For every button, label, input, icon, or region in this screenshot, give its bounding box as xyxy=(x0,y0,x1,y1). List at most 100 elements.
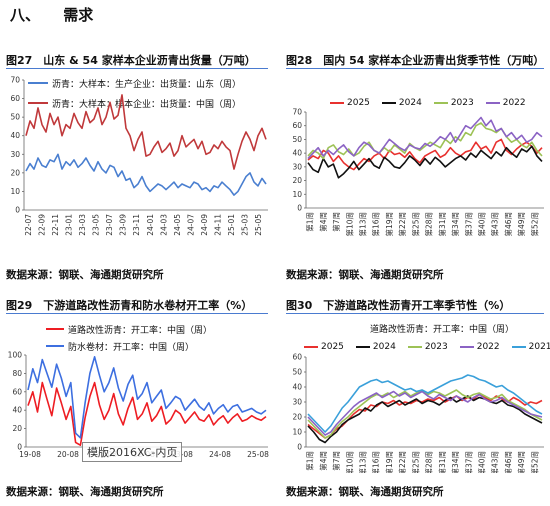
fig30-legend-swatch xyxy=(355,346,370,348)
series-line xyxy=(307,116,543,160)
fig29-legend-item: 道路改性沥青：开工率：中国（周） xyxy=(46,322,212,336)
series-line xyxy=(307,374,543,433)
y-tick-label: 0 xyxy=(297,204,302,213)
fig30-rule xyxy=(286,313,544,314)
x-tick-label: 23-01 xyxy=(64,214,73,236)
fig30-legend-item: 2025 xyxy=(304,342,344,352)
x-tick-label: 22-09 xyxy=(37,214,46,236)
x-tick-label: 第28周 xyxy=(424,451,434,473)
fig29-rule xyxy=(6,313,268,314)
x-tick-label: 第31周 xyxy=(437,212,447,237)
x-tick-label: 第4周 xyxy=(318,451,328,471)
fig30-legend-swatch xyxy=(407,346,422,348)
fig28-legend-label: 2022 xyxy=(502,98,526,108)
y-tick-label: 60 xyxy=(292,353,302,362)
fig29-legend-item: 防水卷材：开工率：中国（周） xyxy=(46,339,212,353)
x-tick-label: 第22周 xyxy=(397,451,407,473)
fig29-legend-swatch xyxy=(46,328,64,330)
x-tick-label: 第49周 xyxy=(516,212,526,237)
x-tick-label: 第7周 xyxy=(331,451,341,471)
fig28-legend-item: 2022 xyxy=(485,98,526,108)
fig28-legend: 2025 2024 2023 2022 xyxy=(330,98,526,108)
fig29-legend-label: 道路改性沥青：开工率：中国（周） xyxy=(68,325,213,336)
y-tick-label: 20 xyxy=(292,413,302,422)
fig29-title: 图29 下游道路改性沥青和防水卷材开工率（%） xyxy=(6,299,253,312)
fig27-legend-swatch xyxy=(28,102,48,104)
y-tick-label: 30 xyxy=(10,150,20,159)
fig30-legend-swatch xyxy=(304,346,318,348)
series-line xyxy=(25,153,267,196)
fig27-legend-label: 沥青：大样本：样本企业：出货量：中国（周） xyxy=(52,99,242,110)
y-tick-label: 0 xyxy=(17,443,22,452)
series-line xyxy=(307,395,543,444)
x-tick-label: 第31周 xyxy=(437,451,447,473)
x-tick-label: 23-09 xyxy=(119,214,128,236)
fig30-legend-label: 2024 xyxy=(372,342,396,352)
x-tick-label: 25-08 xyxy=(247,450,269,459)
fig28-legend-item: 2023 xyxy=(433,98,474,108)
y-tick-label: 100 xyxy=(8,351,23,360)
x-tick-label: 第49周 xyxy=(516,451,526,473)
x-tick-label: 25-05 xyxy=(254,214,263,236)
fig30-legend: 2025 2024 2023 2022 2021 xyxy=(304,342,550,352)
fig30-legend-item: 2022 xyxy=(459,342,500,352)
x-tick-label: 第10周 xyxy=(344,212,354,237)
y-tick-label: 60 xyxy=(292,121,302,130)
fig28-legend-label: 2025 xyxy=(347,98,370,108)
x-tick-label: 第22周 xyxy=(397,212,407,237)
y-tick-label: 0 xyxy=(15,206,20,215)
fig28-legend-label: 2024 xyxy=(398,98,422,108)
fig28-rule xyxy=(286,68,544,69)
y-tick-label: 40 xyxy=(12,406,22,415)
x-tick-label: 第52周 xyxy=(529,212,539,237)
x-tick-label: 23-07 xyxy=(105,214,114,236)
fig27-rule xyxy=(6,68,268,69)
x-tick-label: 24-11 xyxy=(214,214,223,236)
fig27-legend-label: 沥青：大样本：生产企业：出货量：山东（周） xyxy=(52,79,242,90)
fig30-legend-label: 2025 xyxy=(321,342,344,352)
y-tick-label: 50 xyxy=(10,113,20,122)
x-tick-label: 第46周 xyxy=(503,451,513,473)
y-tick-label: 10 xyxy=(292,190,302,199)
x-tick-label: 第40周 xyxy=(477,212,487,237)
series-line xyxy=(307,389,543,439)
fig30-legend-swatch xyxy=(511,346,526,348)
fig28-source: 数据来源：钢联、海通期货研究所 xyxy=(286,269,444,281)
x-tick-label: 第34周 xyxy=(450,212,460,237)
x-tick-label: 23-03 xyxy=(78,214,87,236)
x-tick-label: 第40周 xyxy=(477,451,487,473)
x-tick-label: 24-09 xyxy=(200,214,209,236)
fig28-legend-swatch xyxy=(433,102,448,104)
x-tick-label: 第10周 xyxy=(344,451,354,473)
x-tick-label: 第25周 xyxy=(410,212,420,237)
x-tick-label: 第1周 xyxy=(305,451,315,471)
fig28-chart: 0 10 20 30 40 50 60 70 第1周 第4周 第7周 第10周 第13周 第16周 第19周… xyxy=(292,108,544,237)
y-tick-label: 20 xyxy=(10,168,20,177)
x-tick-label: 24-05 xyxy=(173,214,182,236)
y-tick-label: 30 xyxy=(292,162,302,171)
template-watermark: 模版2016XC-内页 xyxy=(82,442,183,462)
series-line xyxy=(307,145,543,179)
y-tick-label: 70 xyxy=(10,76,20,85)
x-tick-label: 第16周 xyxy=(371,212,381,237)
x-tick-label: 第25周 xyxy=(410,451,420,473)
x-tick-label: 第28周 xyxy=(424,212,434,237)
x-tick-label: 第46周 xyxy=(503,212,513,237)
fig30-legend-label: 2023 xyxy=(424,342,448,352)
x-tick-label: 24-08 xyxy=(209,450,231,459)
fig27-legend: 沥青：大样本：生产企业：出货量：山东（周） 沥青：大样本：样本企业：出货量：中国… xyxy=(28,76,241,110)
fig27-legend-swatch xyxy=(28,82,48,84)
x-tick-label: 第7周 xyxy=(331,212,341,232)
x-tick-label: 第43周 xyxy=(490,212,500,237)
x-tick-label: 22-07 xyxy=(24,214,33,236)
x-tick-label: 第43周 xyxy=(490,451,500,473)
y-tick-label: 10 xyxy=(292,428,302,437)
y-tick-label: 50 xyxy=(292,368,302,377)
y-tick-label: 60 xyxy=(12,387,22,396)
y-tick-label: 20 xyxy=(12,424,22,433)
x-tick-label: 24-03 xyxy=(159,214,168,236)
fig27-source: 数据来源：钢联、海通期货研究所 xyxy=(6,269,164,281)
fig28-legend-item: 2025 xyxy=(330,98,370,108)
series-line xyxy=(307,138,543,171)
